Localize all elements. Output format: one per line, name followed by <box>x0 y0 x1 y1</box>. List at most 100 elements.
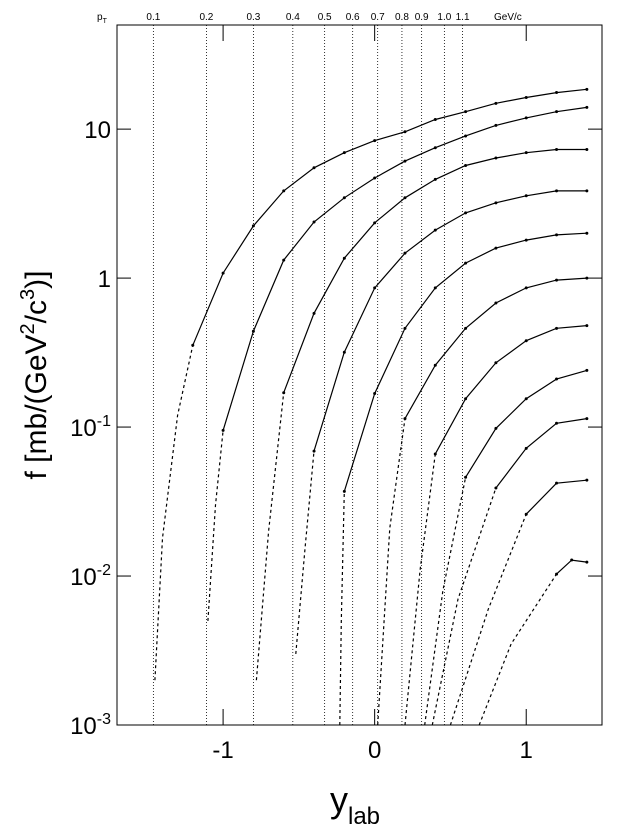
extrapolation-line <box>377 418 406 726</box>
data-point <box>494 156 498 160</box>
data-point <box>585 368 589 372</box>
extrapolation-line <box>154 345 194 681</box>
data-point <box>555 572 559 576</box>
data-point <box>494 361 498 365</box>
x-tick-label: 0 <box>368 737 381 764</box>
data-point <box>494 101 498 105</box>
extrapolation-line <box>449 513 527 726</box>
data-point <box>373 139 377 143</box>
data-point <box>555 421 559 425</box>
data-point <box>403 130 407 134</box>
y-tick-base: 10 <box>70 564 97 591</box>
y-tick-label: 10 <box>84 117 111 144</box>
data-point <box>524 339 528 343</box>
pt-label: 0.1 <box>146 12 160 23</box>
data-point <box>555 91 559 95</box>
data-point <box>585 478 589 482</box>
y-tick-label: 10-2 <box>70 562 111 591</box>
data-point <box>433 118 437 122</box>
data-point <box>433 286 437 290</box>
data-point <box>464 475 468 479</box>
y-label-part: f [mb/(GeV <box>20 334 53 479</box>
extrapolation-line <box>339 491 345 726</box>
extrapolation-line <box>478 573 558 726</box>
data-point <box>312 311 316 315</box>
data-point <box>524 512 528 516</box>
data-point <box>555 326 559 330</box>
pt-label: 1.0 <box>437 12 451 23</box>
y-tick-label: 1 <box>98 266 111 293</box>
y-tick-exp: -1 <box>97 413 111 430</box>
extrapolation-line <box>404 453 436 726</box>
data-point <box>433 146 437 150</box>
data-line <box>192 88 587 346</box>
data-point <box>433 363 437 367</box>
data-point <box>312 449 316 453</box>
data-point <box>494 301 498 305</box>
y-label-sup: 3 <box>17 289 39 300</box>
y-tick-label: 10-3 <box>70 711 111 740</box>
data-point <box>251 224 255 228</box>
pt-title-sub: T <box>103 18 108 25</box>
data-point <box>585 147 589 151</box>
data-point <box>585 417 589 421</box>
data-point <box>464 211 468 215</box>
data-point <box>524 116 528 120</box>
plot-frame <box>116 24 603 726</box>
pt-label: 0.7 <box>371 12 385 23</box>
data-point <box>221 271 225 275</box>
data-point <box>585 87 589 91</box>
data-point <box>191 343 195 347</box>
data-line <box>556 559 587 575</box>
data-point <box>494 486 498 490</box>
extrapolation-line <box>255 392 285 681</box>
data-line <box>283 148 587 393</box>
data-point <box>585 324 589 328</box>
data-point <box>464 261 468 265</box>
data-point <box>403 196 407 200</box>
pt-label: 0.5 <box>318 12 332 23</box>
data-line <box>404 277 587 419</box>
data-point <box>464 163 468 167</box>
x-label-sub: lab <box>348 803 380 830</box>
data-line <box>313 190 587 452</box>
y-label-sup: 2 <box>17 323 39 334</box>
data-line <box>465 369 587 478</box>
data-point <box>524 286 528 290</box>
data-point <box>403 251 407 255</box>
data-point <box>433 228 437 232</box>
y-tick-base: 10 <box>70 713 97 740</box>
y-tick-base: 10 <box>70 415 97 442</box>
data-point <box>555 278 559 282</box>
data-point <box>524 238 528 242</box>
pt-label: 0.3 <box>246 12 260 23</box>
data-point <box>373 221 377 225</box>
x-tick-label: -1 <box>212 737 233 764</box>
y-tick-exp: -3 <box>97 711 111 728</box>
data-point <box>312 220 316 224</box>
data-point <box>282 258 286 262</box>
data-line <box>222 106 587 431</box>
pt-label: 0.8 <box>395 12 409 23</box>
data-point <box>464 326 468 330</box>
data-point <box>585 189 589 193</box>
y-tick-label: 10-1 <box>70 413 111 442</box>
data-point <box>524 151 528 155</box>
data-point <box>373 286 377 290</box>
data-point <box>221 428 225 432</box>
extrapolation-line <box>431 487 497 726</box>
data-point <box>570 558 574 562</box>
data-point <box>342 489 346 493</box>
data-point <box>403 326 407 330</box>
data-point <box>342 196 346 200</box>
data-point <box>464 134 468 138</box>
data-point <box>494 246 498 250</box>
data-point <box>464 397 468 401</box>
data-point <box>403 417 407 421</box>
data-point <box>251 329 255 333</box>
data-point <box>342 350 346 354</box>
data-point <box>494 426 498 430</box>
data-point <box>585 276 589 280</box>
x-label-main: y <box>330 779 348 820</box>
